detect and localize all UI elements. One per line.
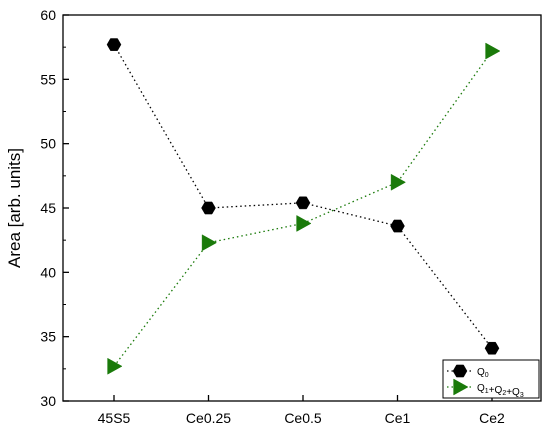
triangle-marker xyxy=(201,234,218,252)
legend-item: Q0 xyxy=(447,364,489,379)
x-tick-label: Ce1 xyxy=(385,410,411,426)
y-axis-title: Area [arb. units] xyxy=(5,148,24,268)
hexagon-marker xyxy=(201,201,216,215)
series-2 xyxy=(107,42,501,375)
x-tick-label: 45S5 xyxy=(98,410,131,426)
legend-item: Q1+Q2+Q3 xyxy=(447,378,524,399)
legend-marker xyxy=(453,378,469,396)
x-tick-label: Ce0.25 xyxy=(186,410,231,426)
triangle-marker xyxy=(107,357,123,375)
hexagon-marker xyxy=(484,341,500,355)
legend-marker xyxy=(452,364,468,378)
triangle-marker xyxy=(390,173,407,191)
x-tick-label: Ce2 xyxy=(479,410,505,426)
triangle-marker xyxy=(485,42,501,60)
y-axis: 30 35 40 45 50 55 60 xyxy=(40,7,69,409)
x-tick-label: Ce0.5 xyxy=(284,410,322,426)
series-1 xyxy=(106,38,500,355)
triangle-marker xyxy=(296,215,312,232)
legend-label: Q0 xyxy=(477,367,489,379)
series-line xyxy=(113,50,493,367)
x-axis: 45S5 Ce0.25 Ce0.5 Ce1 Ce2 xyxy=(98,395,505,426)
y-tick-label: 35 xyxy=(40,329,56,345)
y-tick-label: 30 xyxy=(40,393,56,409)
y-tick-label: 45 xyxy=(40,200,56,216)
y-tick-label: 55 xyxy=(40,71,56,87)
legend: Q0 Q1+Q2+Q3 xyxy=(442,359,540,399)
hexagon-marker xyxy=(106,38,122,51)
y-tick-label: 50 xyxy=(40,136,56,152)
y-tick-label: 40 xyxy=(40,264,56,280)
series-line xyxy=(113,44,493,349)
hexagon-marker xyxy=(390,219,405,233)
y-tick-label: 60 xyxy=(40,7,56,23)
series-layer xyxy=(106,38,501,375)
hexagon-marker xyxy=(295,196,311,210)
legend-label: Q1+Q2+Q3 xyxy=(477,383,524,399)
